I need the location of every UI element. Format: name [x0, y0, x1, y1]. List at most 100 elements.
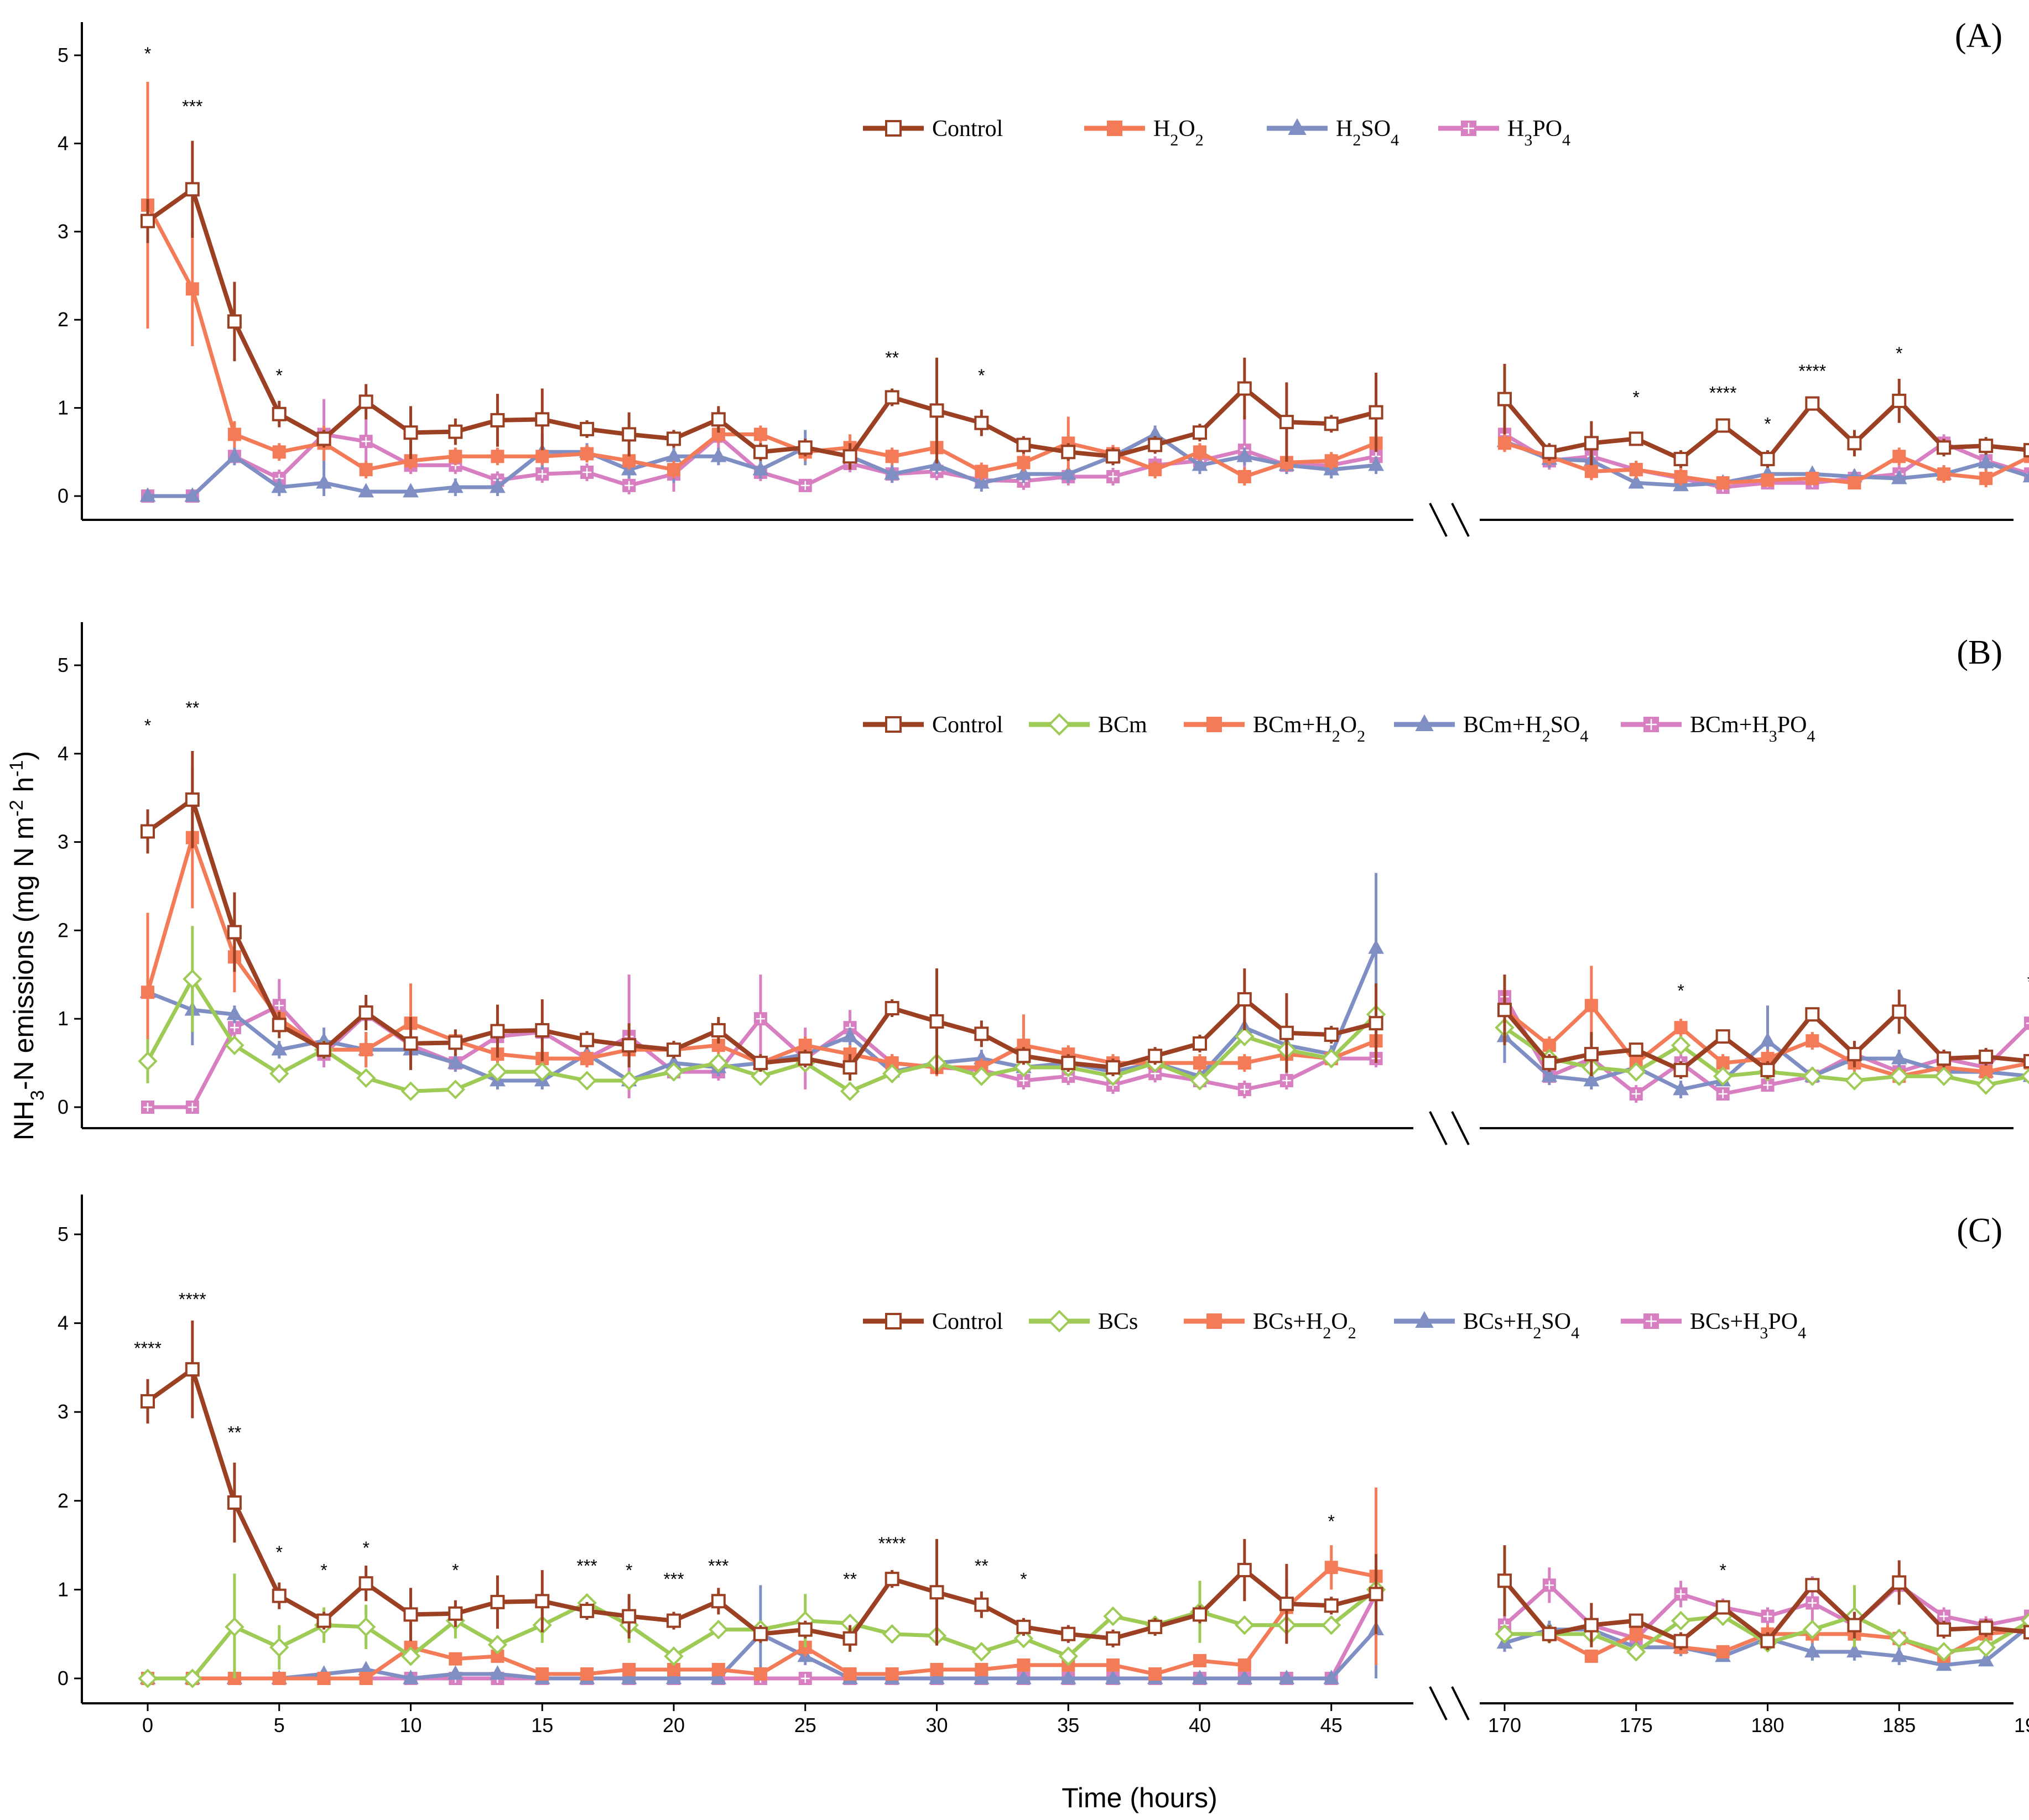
data-point [1936, 1656, 1952, 1671]
data-point [403, 425, 418, 440]
data-point-cross [1631, 1089, 1641, 1099]
data-point [1237, 1056, 1251, 1070]
data-point [1061, 1626, 1076, 1641]
data-point [1848, 476, 1861, 490]
data-point [1976, 1638, 1996, 1657]
data-point [269, 1638, 289, 1657]
data-point [1806, 1034, 1819, 1048]
data-point [227, 427, 241, 441]
panel-a-y-tick-label: 5 [58, 44, 69, 66]
panel-b-y-tick-label: 1 [58, 1007, 69, 1030]
data-point [272, 1672, 286, 1685]
data-point [1148, 463, 1162, 477]
data-point [1193, 445, 1206, 459]
data-point [580, 1032, 595, 1047]
data-point [1847, 1618, 1862, 1633]
data-point [1235, 1615, 1255, 1635]
data-point [449, 450, 462, 463]
data-point-cross [188, 1103, 197, 1112]
data-point [1193, 1607, 1207, 1622]
data-point [753, 427, 767, 441]
data-point [272, 1018, 287, 1032]
data-point [753, 445, 768, 460]
data-point [269, 1063, 289, 1083]
data-point [1584, 1618, 1599, 1633]
data-point [227, 1495, 242, 1510]
data-point [448, 1035, 463, 1050]
data-point-cross [1109, 472, 1118, 481]
data-point [1716, 476, 1730, 490]
data-point [1279, 1025, 1294, 1040]
data-point-cross [1019, 1076, 1028, 1086]
legend-entry-h2o2: BCm+H2O2 [1253, 712, 1365, 745]
data-point [535, 1667, 549, 1681]
data-point [580, 1667, 594, 1681]
legend-marker [1206, 717, 1222, 732]
data-point [1541, 1067, 1558, 1082]
data-point [1804, 1642, 1820, 1658]
data-point [403, 1670, 419, 1685]
significance-label: * [144, 44, 151, 64]
data-point [622, 454, 636, 468]
data-point [798, 1622, 813, 1637]
data-point [2021, 1068, 2029, 1084]
data-point [1016, 1619, 1031, 1634]
panel-c-x-tick-label: 10 [399, 1714, 422, 1736]
data-point [1760, 1032, 1776, 1047]
data-point-cross [538, 470, 547, 479]
legend-marker [1107, 121, 1122, 136]
data-point [1715, 1600, 1730, 1615]
panel-b-y-tick-label: 2 [58, 919, 69, 941]
data-point-cross [1282, 1076, 1291, 1086]
data-point [1584, 999, 1598, 1013]
data-point-cross [361, 437, 371, 446]
data-point [1891, 470, 1907, 484]
data-point [622, 1038, 637, 1053]
significance-label: * [452, 1560, 459, 1580]
data-point [141, 824, 155, 839]
data-point [490, 1024, 505, 1039]
panel-c-y-tick-label: 3 [58, 1400, 69, 1423]
data-point [929, 1014, 944, 1029]
data-point [1713, 1066, 1733, 1086]
data-point [1628, 474, 1645, 489]
data-point-cross [625, 481, 634, 490]
data-point-cross [230, 1023, 239, 1032]
data-point [1673, 452, 1688, 467]
data-point [356, 1068, 376, 1088]
data-point [930, 1662, 944, 1676]
legend-entry-biochar: BCs [1098, 1309, 1138, 1334]
data-point [974, 1597, 989, 1612]
panel-c-x-tick-label: 40 [1189, 1714, 1211, 1736]
data-point [622, 1609, 637, 1624]
data-point [1103, 1606, 1123, 1626]
data-point [1889, 1066, 1909, 1086]
data-point [358, 1005, 373, 1020]
data-point [535, 412, 550, 427]
data-point [1978, 1652, 1994, 1667]
data-point [1584, 1047, 1599, 1062]
data-point [753, 1056, 768, 1071]
data-point [1629, 1627, 1643, 1641]
significance-label: **** [134, 1338, 162, 1358]
data-point [445, 1080, 466, 1099]
data-point [1236, 1670, 1253, 1685]
data-point [1584, 1649, 1598, 1663]
data-point [929, 1585, 944, 1600]
data-point [751, 1066, 771, 1086]
data-point [1061, 445, 1076, 460]
data-point [400, 1081, 421, 1101]
panel-c-axis-break-icon [1429, 1686, 1470, 1720]
data-point [1368, 456, 1384, 471]
data-point [577, 1071, 597, 1091]
data-point [1802, 1066, 1823, 1086]
data-point [1760, 1062, 1775, 1077]
data-point [138, 1668, 158, 1688]
data-point [1892, 1004, 1907, 1019]
data-point-cross [1763, 1612, 1772, 1621]
panel-a-y-tick-label: 2 [58, 308, 69, 331]
data-point [621, 1670, 637, 1685]
x-axis-label: Time (hours) [1062, 1782, 1218, 1813]
panel-c-legend: Control BCs BCs+H2O2 BCs+H2SO4 BCs+H3PO4 [863, 1309, 1806, 1342]
